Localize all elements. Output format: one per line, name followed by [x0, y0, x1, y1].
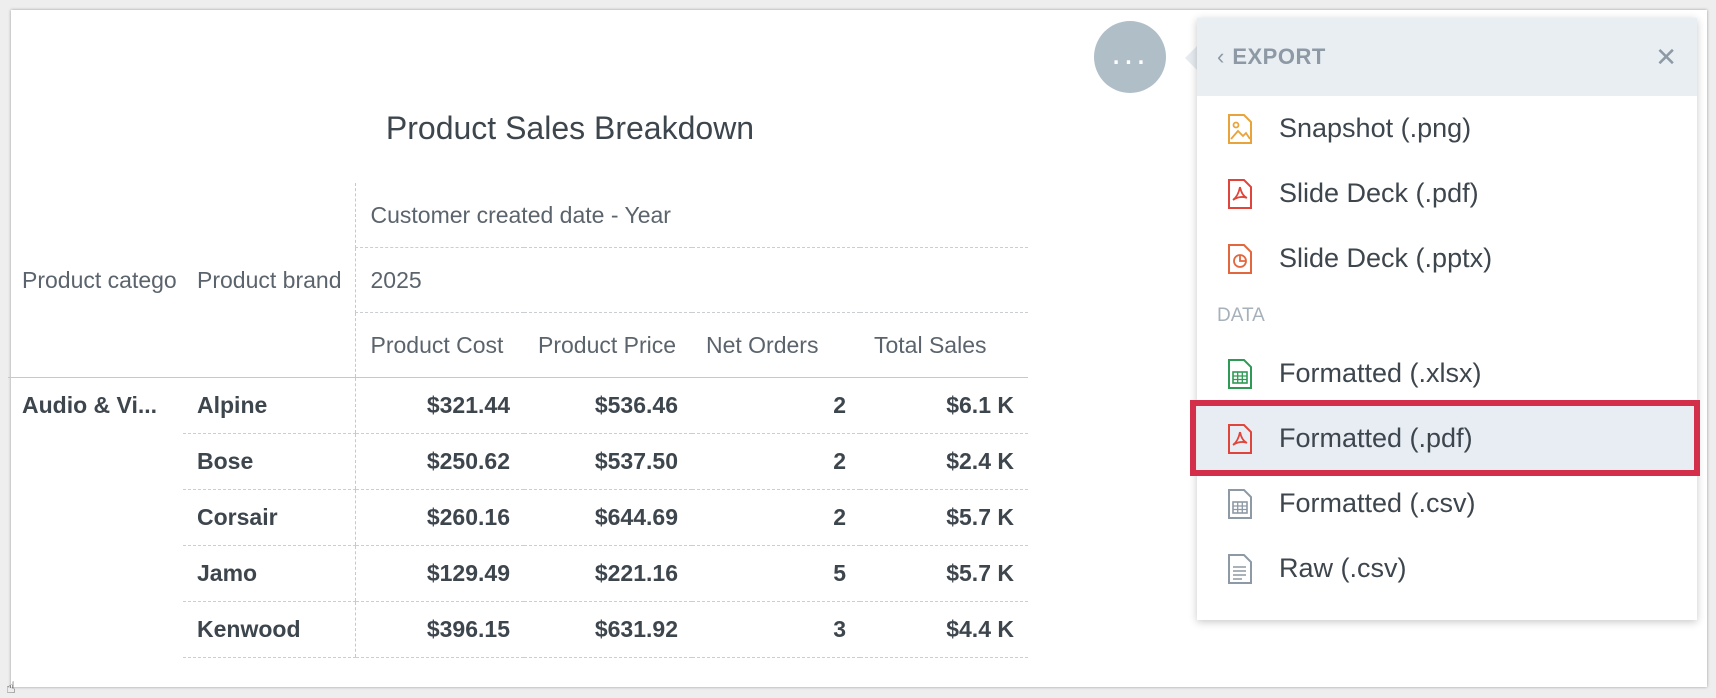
export-formatted-pdf[interactable]: Formatted (.pdf): [1197, 406, 1697, 471]
export-item-label: Raw (.csv): [1279, 553, 1407, 583]
export-snapshot-png[interactable]: Snapshot (.png): [1197, 96, 1697, 161]
brand-cell: Corsair: [183, 489, 356, 546]
pdf-file-icon: [1227, 178, 1253, 209]
price-cell: $644.69: [523, 489, 692, 546]
metric-header-cost[interactable]: Product Cost: [355, 312, 524, 378]
cost-cell: $129.49: [355, 545, 524, 602]
metric-header-price[interactable]: Product Price: [523, 312, 692, 378]
table-row: Bose $250.62 $537.50 2 $2.4 K: [8, 433, 1028, 490]
options-button[interactable]: ...: [1094, 21, 1166, 93]
export-slide-deck-pdf[interactable]: Slide Deck (.pdf): [1197, 161, 1697, 226]
price-cell: $631.92: [523, 601, 692, 658]
export-item-label: Formatted (.xlsx): [1279, 358, 1482, 388]
orders-cell: 2: [691, 433, 860, 490]
sales-cell: $2.4 K: [859, 433, 1028, 490]
table-row: Audio & Vi... Alpine $321.44 $536.46 2 $…: [8, 377, 1028, 434]
cost-cell: $260.16: [355, 489, 524, 546]
brand-cell: Jamo: [183, 545, 356, 602]
pivot-table: Product catego Product brand Customer cr…: [8, 183, 1028, 658]
pptx-file-icon: [1227, 243, 1253, 274]
orders-cell: 2: [691, 489, 860, 546]
export-item-label: Snapshot (.png): [1279, 113, 1472, 143]
brand-cell: Kenwood: [183, 601, 356, 658]
orders-cell: 3: [691, 601, 860, 658]
export-item-label: Formatted (.csv): [1279, 488, 1476, 518]
table-row: Corsair $260.16 $644.69 2 $5.7 K: [8, 489, 1028, 546]
sales-cell: $4.4 K: [859, 601, 1028, 658]
column-attribute-label: Customer created date - Year: [355, 183, 1028, 248]
export-raw-csv[interactable]: Raw (.csv): [1197, 536, 1697, 601]
row-header-brand[interactable]: Product brand: [183, 183, 356, 378]
pdf-file-icon: [1227, 423, 1253, 454]
insight-title: Product Sales Breakdown: [385, 110, 755, 146]
image-file-icon: [1227, 113, 1253, 144]
export-item-label: Formatted (.pdf): [1279, 423, 1473, 453]
column-attribute-value: 2025: [355, 247, 1028, 313]
cost-cell: $396.15: [355, 601, 524, 658]
metric-header-orders[interactable]: Net Orders: [691, 312, 860, 378]
cost-cell: $321.44: [355, 377, 524, 434]
row-header-category[interactable]: Product catego: [8, 183, 183, 378]
menu-pointer: [1185, 45, 1198, 71]
export-formatted-csv[interactable]: Formatted (.csv): [1197, 471, 1697, 536]
hand-cursor-icon: ☝: [6, 680, 16, 697]
export-menu-header: ‹ EXPORT ✕: [1197, 18, 1697, 96]
export-menu-title[interactable]: EXPORT: [1232, 44, 1326, 69]
price-cell: $221.16: [523, 545, 692, 602]
export-item-label: Slide Deck (.pdf): [1279, 178, 1479, 208]
category-cell: Audio & Vi...: [22, 392, 158, 418]
brand-cell: Alpine: [183, 377, 356, 434]
text-file-icon: [1227, 553, 1253, 584]
export-item-label: Slide Deck (.pptx): [1279, 243, 1493, 273]
cost-cell: $250.62: [355, 433, 524, 490]
sales-cell: $6.1 K: [859, 377, 1028, 434]
xlsx-file-icon: [1227, 358, 1253, 389]
close-icon[interactable]: ✕: [1655, 41, 1677, 72]
sales-cell: $5.7 K: [859, 545, 1028, 602]
export-formatted-xlsx[interactable]: Formatted (.xlsx): [1197, 341, 1697, 406]
price-cell: $537.50: [523, 433, 692, 490]
csv-file-icon: [1227, 488, 1253, 519]
table-row: Kenwood $396.15 $631.92 3 $4.4 K: [8, 601, 1028, 658]
orders-cell: 2: [691, 377, 860, 434]
brand-cell: Bose: [183, 433, 356, 490]
export-menu: ‹ EXPORT ✕ Snapshot (.png) Slide Deck (.…: [1197, 18, 1697, 620]
chevron-left-icon[interactable]: ‹: [1217, 44, 1225, 69]
data-section-label: DATA: [1217, 305, 1265, 326]
orders-cell: 5: [691, 545, 860, 602]
table-row: Jamo $129.49 $221.16 5 $5.7 K: [8, 545, 1028, 602]
sales-cell: $5.7 K: [859, 489, 1028, 546]
export-slide-deck-pptx[interactable]: Slide Deck (.pptx): [1197, 226, 1697, 291]
price-cell: $536.46: [523, 377, 692, 434]
metric-header-sales[interactable]: Total Sales: [859, 312, 1028, 378]
